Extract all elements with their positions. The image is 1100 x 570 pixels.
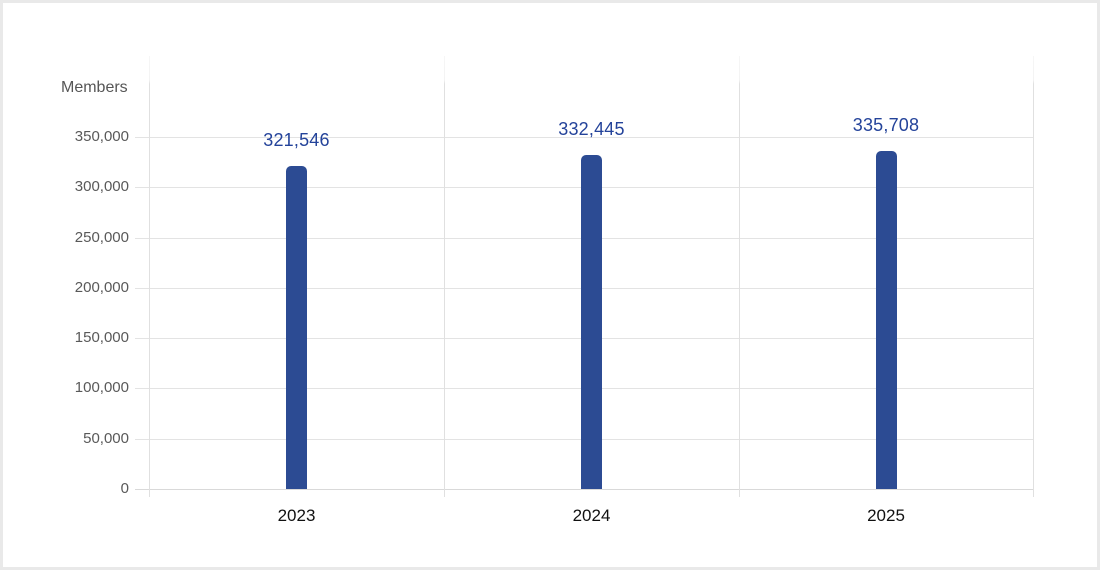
column-separator [739,56,740,497]
y-axis-title: Members [61,79,128,96]
bar-value-label: 335,708 [852,115,920,135]
column-separator [444,56,445,497]
column-separator [149,56,150,497]
y-tick-label: 50,000 [83,429,129,447]
y-tick-label: 150,000 [74,329,129,347]
plot-area: 0 50,000 100,000 150,000 200,000 250,000 300,0… [3,3,1097,567]
x-axis-line [135,489,1033,490]
y-tick-label: 200,000 [74,278,129,296]
y-tick-label: 250,000 [74,228,129,246]
y-gridline [135,137,1033,138]
bar-2023 [286,166,307,489]
y-tick-label: 350,000 [74,128,129,145]
column-separator [1033,56,1034,497]
x-axis-label-2025: 2025 [867,506,905,525]
x-axis-label-2024: 2024 [572,506,611,525]
y-tick-label: 0 [120,480,129,497]
y-tick-label: 300,000 [74,178,129,196]
x-axis-label-2023: 2023 [277,506,316,525]
bar-2024 [581,155,602,489]
bar-2025 [875,151,897,489]
y-tick-label: 100,000 [74,379,129,397]
bar-value-label: 332,445 [558,119,625,139]
bar-value-label: 321,546 [263,130,330,150]
